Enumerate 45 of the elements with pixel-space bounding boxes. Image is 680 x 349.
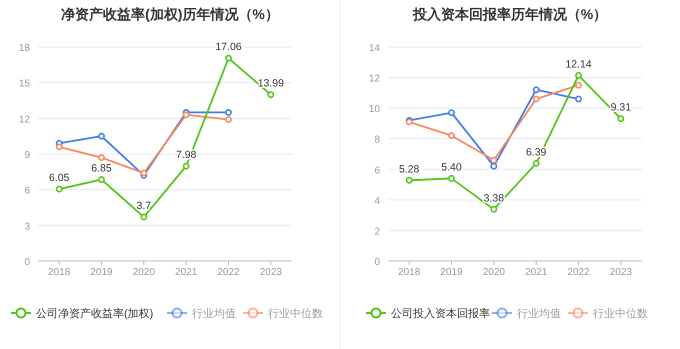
- x-tick-label: 2019: [90, 267, 114, 278]
- x-tick-label: 2018: [48, 267, 71, 278]
- x-tick-label: 2020: [482, 267, 506, 278]
- x-tick-label: 2021: [525, 267, 548, 278]
- y-tick-label: 18: [18, 43, 30, 54]
- data-label: 6.85: [91, 162, 112, 175]
- y-tick-label: 15: [18, 78, 30, 90]
- y-tick-label: 6: [24, 186, 30, 197]
- x-tick-label: 2022: [567, 267, 590, 278]
- data-label: 3.7: [136, 200, 152, 212]
- legend-label: 行业均值: [192, 307, 236, 320]
- legend-label: 行业中位数: [593, 307, 648, 320]
- legend-label: 公司投入资本回报率: [391, 307, 490, 320]
- legend-label: 行业均值: [517, 307, 561, 320]
- x-tick-label: 2023: [260, 267, 282, 278]
- x-tick-label: 2023: [610, 267, 632, 278]
- y-tick-label: 0: [374, 257, 380, 268]
- y-tick-label: 8: [374, 134, 380, 146]
- data-label: 17.06: [215, 41, 242, 54]
- y-tick-label: 10: [368, 104, 380, 116]
- y-tick-label: 3: [24, 221, 30, 232]
- data-label: 3.38: [484, 192, 504, 204]
- chart-title: 投入资本回报率历年情况（%）: [412, 6, 608, 22]
- x-tick-label: 2018: [398, 267, 421, 278]
- y-tick-label: 4: [374, 196, 380, 207]
- y-tick-label: 12: [18, 114, 30, 126]
- data-label: 6.05: [48, 172, 70, 184]
- x-tick-label: 2020: [132, 267, 156, 278]
- y-tick-label: 9: [24, 150, 30, 161]
- y-tick-label: 0: [24, 257, 30, 268]
- y-tick-label: 6: [374, 165, 380, 176]
- data-label: 5.40: [441, 161, 462, 174]
- legend-label: 行业中位数: [268, 307, 323, 320]
- data-label: 5.28: [398, 163, 420, 176]
- x-tick-label: 2022: [217, 267, 240, 278]
- y-tick-label: 2: [374, 226, 380, 238]
- x-tick-label: 2019: [440, 267, 464, 278]
- y-tick-label: 14: [368, 43, 380, 54]
- data-label: 9.31: [610, 102, 632, 114]
- x-tick-label: 2021: [175, 267, 198, 278]
- data-label: 12.14: [565, 58, 592, 70]
- chart-title: 净资产收益率(加权)历年情况（%）: [61, 6, 279, 22]
- legend-label: 公司净资产收益率(加权): [36, 307, 154, 320]
- y-tick-label: 12: [368, 74, 380, 85]
- data-label: 13.99: [258, 78, 284, 90]
